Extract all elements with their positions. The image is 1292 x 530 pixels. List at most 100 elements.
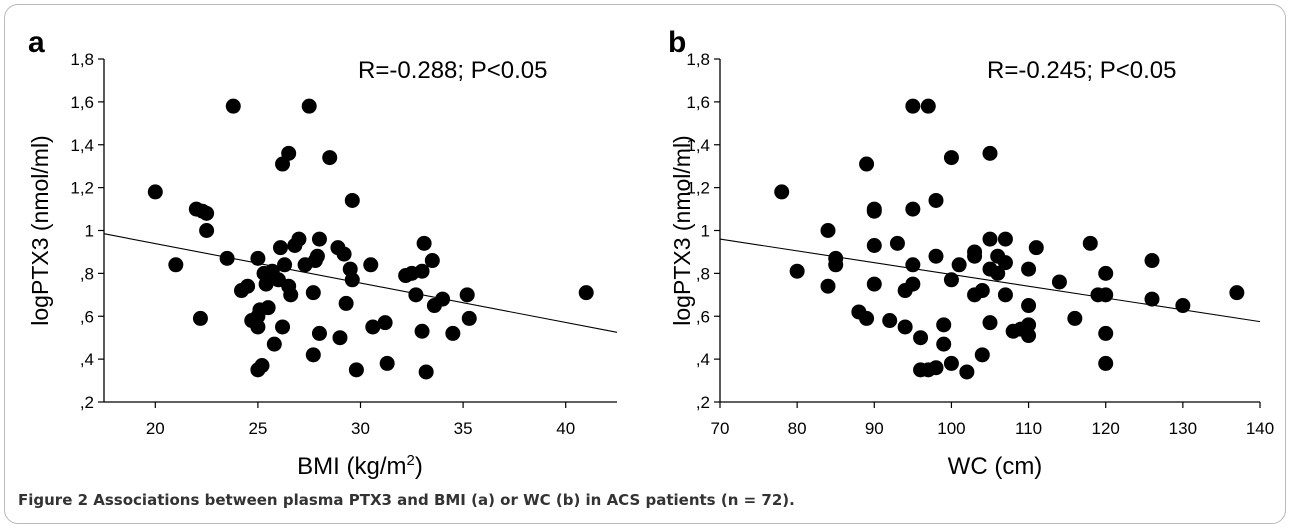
data-point <box>820 278 836 294</box>
caption-text: Associations between plasma PTX3 and BMI… <box>88 491 795 509</box>
caption-label: Figure 2 <box>18 491 89 509</box>
data-point <box>578 285 594 301</box>
data-point <box>147 184 163 200</box>
data-point <box>997 231 1013 247</box>
y-tick-label: ,8 <box>80 264 94 283</box>
data-point <box>866 203 882 219</box>
panel-label: b <box>668 26 686 59</box>
data-point <box>928 192 944 208</box>
data-point <box>272 240 288 256</box>
data-point <box>997 255 1013 271</box>
y-tick-label: 1,2 <box>70 179 94 198</box>
data-point <box>377 315 393 331</box>
x-tick-label: 100 <box>937 419 965 438</box>
data-point <box>365 319 381 335</box>
data-point <box>336 246 352 262</box>
data-point <box>1028 240 1044 256</box>
x-tick-label: 20 <box>146 419 165 438</box>
data-point <box>1082 235 1098 251</box>
data-point <box>311 325 327 341</box>
figure-caption: Figure 2 Associations between plasma PTX… <box>18 491 795 509</box>
data-point <box>283 287 299 303</box>
y-tick-label: 1,4 <box>686 136 710 155</box>
data-point <box>859 310 875 326</box>
data-point <box>1051 274 1067 290</box>
data-point <box>1175 298 1191 314</box>
data-point <box>250 319 266 335</box>
data-point <box>309 248 325 264</box>
data-point <box>982 145 998 161</box>
data-point <box>959 364 975 380</box>
data-point <box>254 358 270 374</box>
y-tick-label: ,2 <box>80 393 94 412</box>
data-point <box>461 310 477 326</box>
scatter-panel-wc: ,2 ,4 ,6 ,8 1 1,2 1,4 1,6 1,8 70 80 90 100 110 120 130 1… <box>668 26 1274 480</box>
x-tick-label: 80 <box>788 419 807 438</box>
correlation-annotation: R=-0.245; P<0.05 <box>987 57 1176 84</box>
data-point <box>322 150 338 166</box>
data-point <box>199 223 215 238</box>
x-axis-label: WC (cm) <box>948 453 1043 480</box>
data-point <box>789 263 805 279</box>
data-point <box>1021 317 1037 333</box>
x-tick-label: 90 <box>865 419 884 438</box>
data-point <box>348 362 364 378</box>
data-point <box>1098 325 1114 341</box>
data-point <box>974 283 990 299</box>
y-tick-label: 1 <box>85 222 94 241</box>
data-point <box>1021 261 1037 277</box>
y-tick-label: ,4 <box>696 350 710 369</box>
data-point <box>344 272 360 288</box>
regression-line <box>103 233 618 333</box>
data-point <box>897 319 913 335</box>
x-tick-label: 140 <box>1246 419 1274 438</box>
data-point <box>943 272 959 288</box>
data-point <box>344 192 360 208</box>
data-point <box>928 248 944 264</box>
data-point <box>416 235 432 251</box>
data-point <box>338 295 354 311</box>
data-point <box>913 330 929 346</box>
data-point <box>1021 298 1037 314</box>
y-tick-label: ,6 <box>80 307 94 326</box>
data-point <box>258 276 274 292</box>
y-tick-label: ,4 <box>80 350 94 369</box>
data-point <box>951 257 967 273</box>
data-point <box>928 360 944 376</box>
y-tick-label: 1 <box>701 222 710 241</box>
data-point <box>820 223 836 238</box>
data-point <box>305 347 321 363</box>
data-point <box>905 201 921 217</box>
data-point <box>414 263 430 279</box>
y-tick-label: 1,8 <box>70 50 94 69</box>
data-point <box>905 257 921 273</box>
x-tick-label: 40 <box>556 419 575 438</box>
data-point <box>982 231 998 247</box>
data-point <box>459 287 475 303</box>
data-point <box>266 336 282 352</box>
data-point <box>974 347 990 363</box>
data-point <box>1021 328 1037 344</box>
data-point <box>301 98 317 114</box>
data-point <box>260 300 276 316</box>
scatter-panel-bmi: ,2 ,4 ,6 ,8 1 1,2 1,4 1,6 1,8 20 25 30 35 40 a R=-0.288… <box>27 26 618 480</box>
regression-line <box>719 238 1261 323</box>
data-point <box>281 145 297 161</box>
data-point <box>168 257 184 273</box>
x-tick-label: 30 <box>351 419 370 438</box>
y-tick-label: 1,8 <box>686 50 710 69</box>
data-point <box>225 98 241 114</box>
data-point <box>1067 310 1083 326</box>
data-point <box>943 355 959 371</box>
data-point <box>240 278 256 294</box>
data-point <box>905 98 921 114</box>
data-point <box>936 317 952 333</box>
data-point <box>445 325 461 341</box>
x-tick-label: 120 <box>1092 419 1120 438</box>
data-point <box>866 238 882 254</box>
data-point <box>1144 291 1160 307</box>
data-point <box>305 285 321 301</box>
x-tick-label: 35 <box>454 419 473 438</box>
data-point <box>1098 265 1114 281</box>
x-tick-label: 70 <box>711 419 730 438</box>
